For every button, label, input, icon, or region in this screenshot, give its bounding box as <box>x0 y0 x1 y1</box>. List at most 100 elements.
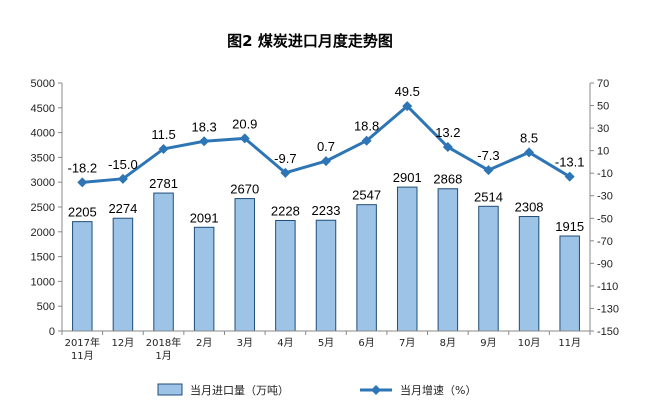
line-value-label: 13.2 <box>435 125 460 140</box>
bar-value-label: 2670 <box>230 182 259 197</box>
axes: 0 500 1000 1500 2000 2500 3000 3500 4000 4500 5000… <box>31 78 620 362</box>
right-tick-label: -50 <box>597 213 613 225</box>
line-value-label: -9.7 <box>274 151 296 166</box>
x-tick-label: 4月 <box>277 337 293 349</box>
x-tick-label-line: 4月 <box>277 337 293 349</box>
bar-value-label: 2868 <box>433 172 462 187</box>
line-value-label: -13.1 <box>555 155 585 170</box>
line-point <box>564 171 575 182</box>
x-tick-label: 2月 <box>196 337 212 349</box>
right-tick-label: -30 <box>597 191 613 203</box>
bar <box>437 188 459 332</box>
x-tick-label: 6月 <box>358 337 374 349</box>
x-tick-label-line: 1月 <box>155 350 171 362</box>
x-tick-label: 8月 <box>440 337 456 349</box>
legend-line-marker <box>371 385 381 395</box>
bar <box>153 192 174 332</box>
bar-value-label: 2781 <box>149 176 178 191</box>
right-tick-label: 10 <box>597 146 609 158</box>
bar-value-label: 2205 <box>68 205 97 220</box>
right-tick-label: -110 <box>597 281 618 293</box>
x-tick-label-line: 2018年 <box>146 336 181 349</box>
legend-line-label: 当月增速（%） <box>400 383 476 397</box>
x-tick-label-line: 9月 <box>480 337 496 349</box>
x-tick-label-line: 6月 <box>358 337 374 349</box>
x-tick-label: 3月 <box>237 337 253 349</box>
line-point <box>199 136 210 147</box>
legend-bar-swatch <box>157 383 183 396</box>
bar-value-label: 2228 <box>271 203 300 218</box>
line-value-label: 8.5 <box>520 130 538 145</box>
data-labels: 2205 2274 2781 2091 2670 2228 2233 2547 2901 2868… <box>67 84 584 234</box>
bar <box>396 186 418 332</box>
x-tick-label: 5月 <box>318 337 334 349</box>
bar <box>72 221 93 332</box>
x-tick-label: 12月 <box>112 337 135 349</box>
right-tick-label: -130 <box>597 303 619 315</box>
x-tick-label: 9月 <box>480 337 496 349</box>
left-tick-label: 3000 <box>31 177 55 189</box>
bar <box>112 217 134 332</box>
legend-bar-label: 当月进口量（万吨） <box>190 383 289 397</box>
left-tick-label: 1000 <box>31 276 55 288</box>
bar <box>193 226 215 332</box>
bar-value-label: 1915 <box>555 219 584 234</box>
bar-value-label: 2274 <box>108 201 137 216</box>
line-value-label: 49.5 <box>395 84 420 99</box>
bar-value-label: 2308 <box>515 200 544 215</box>
x-tick-label-line: 2月 <box>196 337 212 349</box>
right-tick-label: 70 <box>597 78 609 90</box>
right-tick-label: 50 <box>597 101 609 113</box>
x-tick-label-line: 11月 <box>71 350 94 362</box>
right-tick-label: -150 <box>597 326 619 338</box>
x-tick-label-line: 2017年 <box>65 336 100 349</box>
x-tick-label: 10月 <box>518 337 541 349</box>
bar-value-label: 2091 <box>190 210 219 225</box>
left-tick-label: 4500 <box>31 103 55 115</box>
line-point <box>442 142 453 153</box>
x-tick-label: 2018年 1月 <box>146 336 181 362</box>
x-tick-label-line: 10月 <box>518 337 541 349</box>
chart-title: 图2 煤炭进口月度走势图 <box>227 32 393 50</box>
right-tick-label: -10 <box>597 168 613 180</box>
line-point <box>361 135 372 146</box>
line-point <box>524 147 535 158</box>
line-value-label: 11.5 <box>151 127 175 142</box>
line-point <box>483 165 494 176</box>
bar <box>234 198 256 332</box>
left-tick-label: 0 <box>49 326 55 338</box>
bar <box>356 204 377 332</box>
bar-series <box>72 186 580 332</box>
bar-value-label: 2901 <box>393 170 422 185</box>
line-point <box>158 143 169 154</box>
line-point <box>117 173 128 184</box>
line-value-label: -7.3 <box>477 148 499 163</box>
left-tick-label: 5000 <box>31 78 55 90</box>
line-point <box>280 167 291 178</box>
left-tick-label: 4000 <box>31 128 55 140</box>
bar <box>518 216 540 332</box>
line-value-label: 18.8 <box>354 119 379 134</box>
line-point <box>239 133 250 144</box>
x-tick-label: 7月 <box>399 337 415 349</box>
right-tick-label: -70 <box>597 236 613 248</box>
line-value-label: 0.7 <box>317 139 335 154</box>
bar-value-label: 2233 <box>312 203 341 218</box>
x-tick-label-line: 3月 <box>237 337 253 349</box>
line-value-label: 20.9 <box>232 116 257 131</box>
bar-value-label: 2547 <box>352 188 381 203</box>
bar-value-label: 2514 <box>474 189 503 204</box>
x-tick-label-line: 12月 <box>112 337 135 349</box>
line-value-label: -18.2 <box>67 160 97 175</box>
bar <box>478 205 499 332</box>
line-point <box>321 156 331 167</box>
x-tick-label-line: 5月 <box>318 337 334 349</box>
bar <box>315 219 337 332</box>
left-tick-label: 2500 <box>31 202 55 214</box>
left-tick-label: 500 <box>37 301 55 313</box>
bar <box>559 235 580 332</box>
left-tick-label: 2000 <box>31 227 55 239</box>
x-tick-label-line: 8月 <box>440 337 456 349</box>
line-value-label: 18.3 <box>191 119 216 134</box>
